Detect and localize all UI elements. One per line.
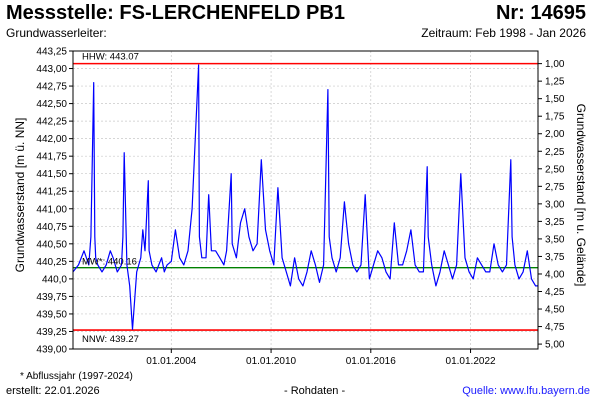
y-tick-label-right: 1,50 [545,94,565,105]
y-tick-label-right: 1,75 [545,112,565,123]
y-tick-label-left: 440,50 [36,239,67,250]
y-tick-label-left: 442,00 [36,134,67,145]
y-tick-label-left: 443,00 [36,64,67,75]
x-tick-label: 01.01.2010 [246,356,296,367]
series-line [72,64,538,330]
plot-frame [72,50,539,350]
y-tick-label-right: 2,00 [545,129,565,140]
y-tick-label-left: 442,75 [36,82,67,93]
y-tick-label-left: 439,25 [36,327,67,338]
y-axis-label-left: Grundwasserstand [m ü. NN] [13,118,27,273]
y-tick-label-left: 440,25 [36,257,67,268]
period-label: Zeitraum: Feb 1998 - Jan 2026 [421,26,586,40]
y-tick-label-left: 440,0 [42,274,67,285]
y-tick-label-right: 3,50 [545,234,565,245]
y-tick-label-left: 440,75 [36,222,67,233]
x-axis-ticks: 01.01.2004 01.01.2010 01.01.2016 01.01.2022 [146,349,496,367]
y-tick-label-left: 441,00 [36,204,67,215]
y-tick-label-left: 441,75 [36,152,67,163]
y-tick-label-right: 1,00 [545,59,565,70]
y-tick-label-left: 443,25 [36,47,67,58]
y-tick-label-right: 4,75 [545,322,565,333]
hhw-line-label: HHW: 443.07 [82,52,139,63]
y-tick-label-right: 5,00 [545,340,565,351]
footnote: * Abflussjahr (1997-2024) [20,371,133,382]
y-tick-label-right: 2,25 [545,147,565,158]
station-number: Nr: 14695 [495,2,586,24]
y-tick-label-left: 441,25 [36,187,67,198]
y-tick-label-left: 442,50 [36,99,67,110]
station-title: Messstelle: FS-LERCHENFELD PB1 [6,2,345,24]
y-tick-label-right: 3,75 [545,252,565,263]
y-tick-label-right: 1,25 [545,77,565,88]
y-tick-label-left: 441,50 [36,169,67,180]
mw-line-label: MW*: 440.16 [82,257,137,268]
y-axis-label-right: Grundwasserstand [m u. Gelände] [574,104,588,287]
y-tick-label-left: 442,25 [36,117,67,128]
y-tick-label-left: 439,75 [36,292,67,303]
y-tick-label-right: 2,50 [545,164,565,175]
y-tick-label-right: 4,00 [545,269,565,280]
reference-lines [73,62,538,331]
y-tick-label-right: 3,00 [545,199,565,210]
y-tick-label-right: 3,25 [545,217,565,228]
y-tick-label-right: 2,75 [545,182,565,193]
y-tick-label-left: 439,00 [36,345,67,356]
y-tick-label-left: 439,50 [36,309,67,320]
created-date: erstellt: 22.01.2026 [6,385,100,397]
nnw-line-label: NNW: 439.27 [82,334,139,345]
raw-data-label: - Rohdaten - [284,385,346,397]
y-tick-label-right: 4,25 [545,287,565,298]
grid [73,50,538,350]
right-axis-ticks: 5,00 4,75 4,50 4,25 4,00 3,75 3,50 3,25 3,00 2,75… [538,59,565,351]
series-layer [72,64,538,330]
left-axis-ticks: 439,00 439,25 439,50 439,75 440,0 440,25 440,5… [36,47,73,356]
x-tick-label: 01.01.2022 [446,356,496,367]
source-link[interactable]: Quelle: www.lfu.bayern.de [462,385,590,397]
y-tick-label-right: 4,50 [545,305,565,316]
x-tick-label: 01.01.2004 [146,356,196,367]
aquifer-label: Grundwasserleiter: [6,26,107,40]
reference-labels: HHW: 443.07 MW*: 440.16 NNW: 439.27 [82,52,139,345]
x-tick-label: 01.01.2016 [346,356,396,367]
